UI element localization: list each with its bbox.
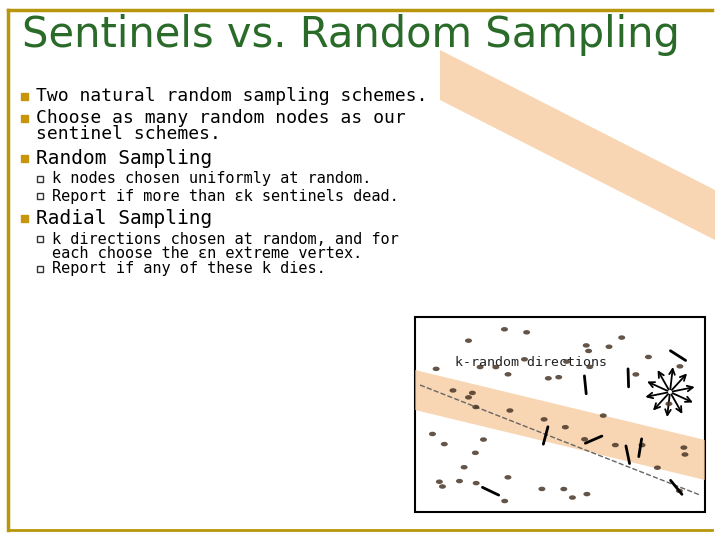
Ellipse shape: [469, 390, 476, 395]
Text: Sentinels vs. Random Sampling: Sentinels vs. Random Sampling: [22, 14, 680, 56]
Ellipse shape: [523, 330, 530, 335]
Ellipse shape: [492, 365, 500, 369]
Ellipse shape: [676, 364, 683, 369]
Ellipse shape: [586, 364, 593, 369]
Bar: [20, 154, 27, 161]
Text: Two natural random sampling schemes.: Two natural random sampling schemes.: [36, 87, 428, 105]
Text: Radial Sampling: Radial Sampling: [36, 208, 212, 227]
Ellipse shape: [541, 417, 548, 422]
Ellipse shape: [505, 372, 511, 376]
Ellipse shape: [449, 388, 456, 393]
Ellipse shape: [501, 327, 508, 332]
Polygon shape: [440, 50, 715, 240]
Ellipse shape: [581, 437, 588, 442]
Ellipse shape: [563, 359, 570, 364]
Bar: [37, 266, 43, 272]
Ellipse shape: [645, 355, 652, 359]
Ellipse shape: [472, 405, 480, 409]
Bar: [415, 317, 705, 512]
Ellipse shape: [501, 499, 508, 503]
Text: Choose as many random nodes as our: Choose as many random nodes as our: [36, 109, 406, 127]
Text: each choose the εn extreme vertex.: each choose the εn extreme vertex.: [52, 246, 362, 260]
Ellipse shape: [612, 443, 619, 447]
Ellipse shape: [639, 443, 646, 447]
Ellipse shape: [465, 339, 472, 343]
Text: k nodes chosen uniformly at random.: k nodes chosen uniformly at random.: [52, 172, 372, 186]
Bar: [37, 193, 43, 199]
Ellipse shape: [680, 446, 688, 450]
Bar: [20, 92, 27, 99]
Text: k directions chosen at random, and for: k directions chosen at random, and for: [52, 232, 399, 246]
Ellipse shape: [562, 425, 569, 429]
Ellipse shape: [654, 465, 661, 470]
Ellipse shape: [433, 367, 440, 371]
Ellipse shape: [618, 335, 625, 340]
Bar: [37, 176, 43, 182]
Ellipse shape: [521, 357, 528, 362]
Text: Report if more than εk sentinels dead.: Report if more than εk sentinels dead.: [52, 188, 399, 204]
Ellipse shape: [456, 479, 463, 483]
Ellipse shape: [439, 484, 446, 489]
Bar: [20, 214, 27, 221]
Ellipse shape: [585, 349, 592, 353]
Text: sentinel schemes.: sentinel schemes.: [36, 125, 221, 143]
Ellipse shape: [583, 492, 590, 496]
Ellipse shape: [477, 365, 484, 369]
Ellipse shape: [545, 376, 552, 381]
Ellipse shape: [600, 413, 607, 418]
Ellipse shape: [436, 480, 443, 484]
Ellipse shape: [555, 375, 562, 380]
Ellipse shape: [465, 395, 472, 400]
Ellipse shape: [606, 345, 613, 349]
Ellipse shape: [582, 343, 590, 348]
Ellipse shape: [676, 489, 683, 493]
Ellipse shape: [441, 442, 448, 447]
Ellipse shape: [682, 453, 688, 457]
Ellipse shape: [539, 487, 545, 491]
Ellipse shape: [480, 437, 487, 442]
Ellipse shape: [461, 465, 467, 469]
Ellipse shape: [472, 481, 480, 485]
Ellipse shape: [665, 402, 672, 406]
Ellipse shape: [429, 432, 436, 436]
Ellipse shape: [569, 495, 576, 500]
Text: Random Sampling: Random Sampling: [36, 148, 212, 167]
Ellipse shape: [506, 408, 513, 413]
Ellipse shape: [505, 475, 511, 480]
Text: Report if any of these k dies.: Report if any of these k dies.: [52, 261, 325, 276]
Ellipse shape: [472, 450, 479, 455]
Ellipse shape: [560, 487, 567, 491]
Bar: [20, 114, 27, 122]
Ellipse shape: [632, 372, 639, 377]
Polygon shape: [415, 370, 705, 480]
Bar: [37, 236, 43, 242]
Text: k-random directions: k-random directions: [455, 355, 607, 368]
